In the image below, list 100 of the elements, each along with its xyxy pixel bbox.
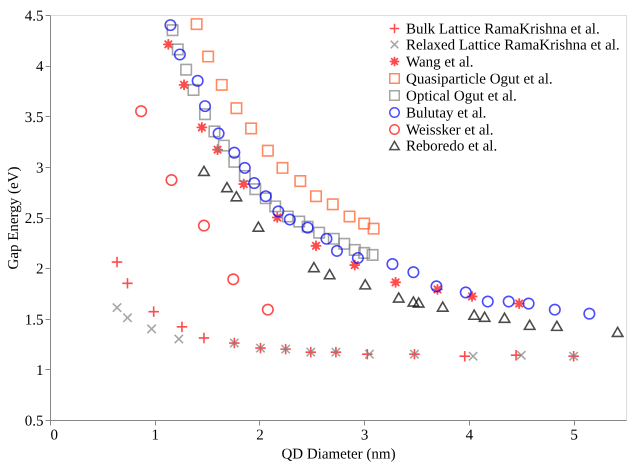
point — [216, 78, 228, 91]
y-tick-label: 3.5 — [24, 110, 44, 126]
point — [262, 304, 274, 316]
point — [522, 298, 535, 310]
point — [202, 50, 214, 63]
point — [436, 301, 449, 312]
legend-label: Quasiparticle Ogut et al. — [406, 72, 553, 88]
y-axis-title: Gap Energy (eV) — [6, 166, 22, 270]
point — [230, 190, 242, 202]
y-tick-label: 4 — [36, 59, 44, 76]
point — [430, 280, 442, 292]
point — [510, 349, 522, 362]
point — [252, 221, 264, 232]
point — [498, 312, 511, 324]
point — [313, 226, 326, 239]
point — [330, 244, 343, 257]
point — [198, 220, 210, 232]
point — [148, 306, 160, 318]
y-tick-label: 0.5 — [24, 414, 44, 430]
point — [359, 278, 372, 290]
point — [227, 273, 240, 286]
point — [262, 144, 274, 157]
legend-label: Weissker et al. — [406, 122, 494, 138]
point — [190, 18, 203, 30]
point — [482, 296, 494, 308]
point — [412, 297, 425, 308]
x-tick-label: 0 — [50, 428, 58, 444]
legend-label: Optical Ogut et al. — [406, 88, 517, 104]
point — [368, 222, 380, 235]
point — [328, 232, 340, 245]
legend-label: Relaxed Lattice RamaKrishna et al. — [406, 38, 620, 54]
point — [310, 190, 322, 202]
point — [166, 24, 179, 36]
point — [343, 210, 356, 223]
point — [386, 258, 398, 270]
point — [358, 218, 370, 230]
point — [276, 162, 289, 174]
point — [324, 268, 336, 280]
y-tick-label: 2.5 — [24, 211, 44, 227]
point — [460, 286, 472, 298]
x-tick-label: 2 — [256, 428, 264, 444]
point — [198, 100, 212, 112]
point — [392, 292, 405, 303]
point — [326, 198, 339, 210]
point — [172, 43, 184, 56]
point — [366, 248, 379, 262]
point — [458, 350, 471, 362]
point — [135, 105, 148, 118]
x-tick-label: 3 — [360, 428, 368, 444]
point — [352, 252, 364, 264]
point — [468, 309, 480, 320]
point — [612, 326, 624, 338]
point — [478, 311, 491, 322]
point — [245, 122, 258, 134]
point — [220, 182, 234, 192]
point — [284, 213, 296, 226]
x-tick-label: 5 — [570, 428, 578, 444]
point — [198, 166, 210, 176]
point — [228, 156, 240, 168]
point — [320, 232, 333, 245]
point — [293, 216, 306, 228]
point — [269, 200, 282, 212]
point — [180, 64, 192, 76]
x-tick-label: 4 — [466, 428, 474, 444]
point — [238, 162, 251, 174]
point — [121, 277, 134, 290]
point — [176, 320, 188, 333]
point — [308, 262, 320, 272]
legend-label: Wang et al. — [406, 54, 474, 70]
point — [550, 320, 563, 332]
point — [338, 238, 350, 250]
point — [208, 125, 220, 138]
x-tick-label: 1 — [151, 428, 159, 444]
point — [524, 319, 536, 330]
point — [407, 296, 420, 307]
y-tick-label: 3 — [36, 160, 44, 176]
x-axis-title: QD Diameter (nm) — [281, 446, 396, 462]
point — [187, 84, 200, 96]
point — [174, 48, 186, 61]
point — [164, 19, 176, 32]
y-tick-label: 4.5 — [24, 8, 44, 24]
point — [248, 177, 260, 190]
y-tick-label: 1.5 — [24, 312, 44, 328]
point — [110, 256, 124, 268]
y-tick-label: 2 — [36, 262, 44, 278]
point — [165, 174, 178, 186]
point — [249, 183, 262, 196]
point — [230, 102, 242, 114]
point — [282, 210, 294, 223]
y-tick-label: 1 — [36, 362, 44, 379]
point — [228, 146, 240, 159]
legend-label: Bulutay et al. — [406, 106, 486, 122]
point — [583, 308, 596, 320]
point — [294, 175, 306, 188]
legend-label: Reboredo et al. — [406, 138, 498, 154]
point — [198, 332, 210, 344]
point — [358, 246, 370, 259]
point — [198, 108, 212, 120]
point — [361, 348, 374, 360]
point — [238, 170, 251, 182]
